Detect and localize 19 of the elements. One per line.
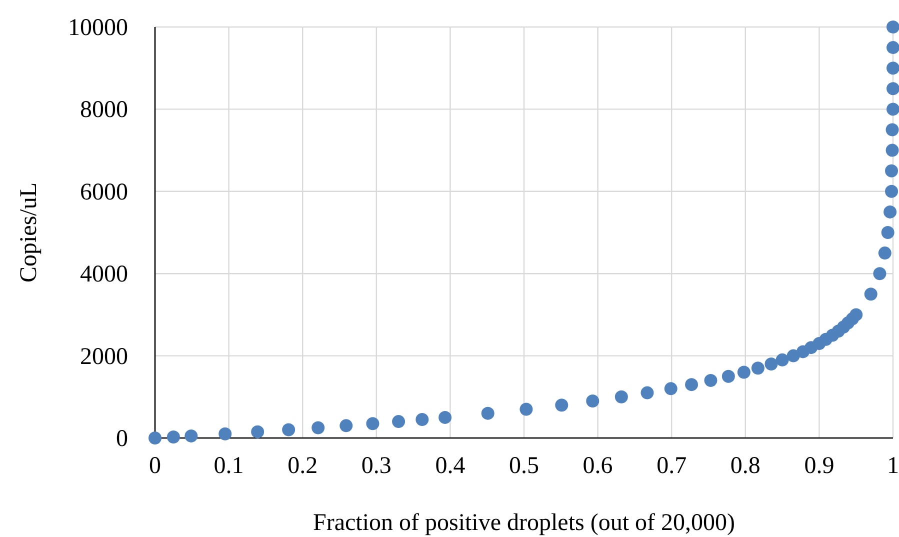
- x-tick-label: 0.6: [582, 453, 613, 479]
- y-axis-title: Copies/uL: [16, 182, 42, 282]
- x-tick-label: 0.9: [804, 453, 834, 479]
- x-tick-label: 0: [149, 453, 161, 479]
- x-tick-label: 0.1: [214, 453, 244, 479]
- y-tick-label: 2000: [80, 344, 128, 370]
- x-tick-label: 0.3: [361, 453, 392, 479]
- y-tick-label: 6000: [80, 179, 128, 206]
- x-axis-title: Fraction of positive droplets (out of 20,000): [313, 510, 735, 536]
- x-tick-label: 0.4: [435, 453, 466, 479]
- x-tick-label: 1: [887, 453, 899, 479]
- y-tick-label: 4000: [80, 262, 128, 288]
- x-tick-label: 0.2: [288, 453, 318, 479]
- y-tick-label: 8000: [80, 97, 128, 124]
- x-tick-label: 0.8: [730, 453, 760, 479]
- x-tick-label: 0.7: [656, 453, 687, 479]
- y-tick-label: 0: [116, 426, 128, 452]
- y-tick-label: 10000: [68, 15, 128, 41]
- x-tick-label: 0.5: [509, 453, 539, 479]
